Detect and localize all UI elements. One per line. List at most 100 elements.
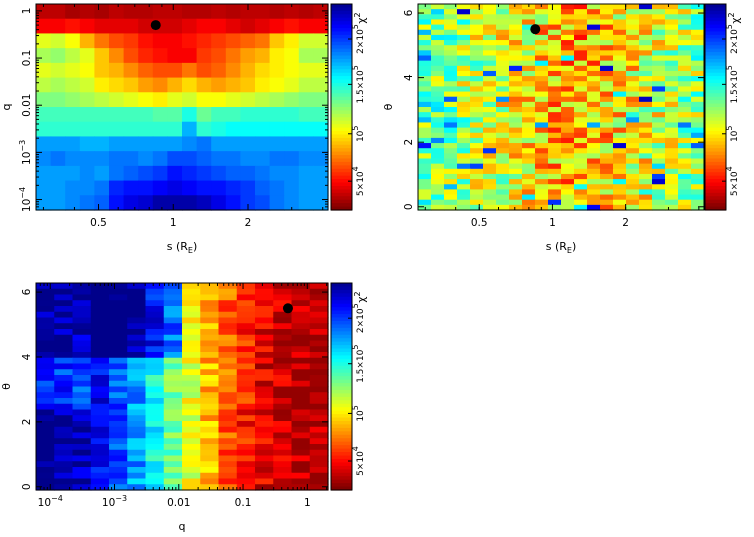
colorbar-segment <box>331 296 352 301</box>
heatmap-cell <box>626 50 640 57</box>
heatmap-cell <box>665 101 679 108</box>
heatmap-cell <box>152 92 168 108</box>
heatmap-cell <box>535 14 549 21</box>
heatmap-cell <box>145 294 165 301</box>
heatmap-cell <box>574 137 588 144</box>
heatmap-cell <box>273 306 293 313</box>
heatmap-cell <box>665 86 679 93</box>
heatmap-cell <box>535 122 549 129</box>
heatmap-cell <box>145 323 165 330</box>
heatmap-cell <box>548 24 562 31</box>
heatmap-cell <box>79 48 95 64</box>
heatmap-cell <box>200 472 220 480</box>
colorbar-label-exp: 5 <box>351 345 360 350</box>
heatmap-cell <box>200 323 220 330</box>
heatmap-cell <box>548 91 562 98</box>
colorbar-segment <box>331 448 352 453</box>
heatmap-cell <box>691 96 705 103</box>
heatmap-cell <box>639 194 653 201</box>
heatmap-cell <box>626 117 640 124</box>
heatmap-cell <box>109 484 128 491</box>
colorbar-label-exp: 5 <box>725 65 734 70</box>
heatmap-cell <box>522 101 536 108</box>
heatmap-cell <box>72 438 92 445</box>
colorbar-segment <box>705 62 726 67</box>
heatmap-cell <box>535 107 549 113</box>
heatmap-cell <box>152 77 168 93</box>
y-tick-label: 4 <box>21 353 33 360</box>
heatmap-cell <box>72 306 92 313</box>
colorbar-segment <box>705 82 726 87</box>
x-tick-label: 1 <box>170 217 177 229</box>
heatmap-cell <box>613 55 627 62</box>
heatmap-cell <box>418 122 432 129</box>
heatmap-cell <box>431 91 445 98</box>
heatmap-cell <box>587 86 601 93</box>
heatmap-cell <box>218 340 238 347</box>
heatmap-cell <box>626 29 640 36</box>
heatmap-cell <box>36 409 55 416</box>
heatmap-cell <box>79 136 95 152</box>
heatmap-cell <box>691 168 705 175</box>
heatmap-cell <box>182 136 198 152</box>
heatmap-cell <box>72 455 92 462</box>
heatmap-cell <box>444 50 458 57</box>
heatmap-cell <box>418 14 432 21</box>
heatmap-cell <box>90 329 110 336</box>
heatmap-cell <box>309 329 329 336</box>
heatmap-cell <box>54 340 74 347</box>
heatmap-cell <box>613 65 627 72</box>
heatmap-cell <box>470 117 484 124</box>
heatmap-cell <box>548 184 562 190</box>
heatmap-cell <box>36 369 55 376</box>
heatmap-cell <box>167 92 183 108</box>
colorbar-segment <box>331 303 352 308</box>
heatmap-cell <box>79 62 95 79</box>
heatmap-cell <box>613 60 627 67</box>
heatmap-cell <box>600 173 614 180</box>
heatmap-cell <box>678 204 692 211</box>
heatmap-cell <box>218 449 238 457</box>
heatmap-cell <box>200 283 220 290</box>
y-tick-label: 0.1 <box>21 50 33 67</box>
heatmap-cell <box>163 288 183 296</box>
heatmap-cell <box>509 204 523 211</box>
heatmap-cell <box>182 77 198 93</box>
heatmap-cell <box>54 311 74 319</box>
heatmap-cell <box>626 86 640 93</box>
heatmap-cell <box>652 19 666 26</box>
heatmap-cell <box>613 168 627 175</box>
heatmap-cell <box>50 33 66 49</box>
heatmap-cell <box>90 357 110 365</box>
heatmap-cell <box>665 173 679 180</box>
heatmap-cell <box>291 375 311 382</box>
heatmap-cell <box>483 122 497 129</box>
heatmap-cell <box>255 340 274 347</box>
y-tick-label: 10−3 <box>18 140 33 165</box>
colorbar-segment <box>705 31 726 36</box>
colorbar-segment <box>705 161 726 166</box>
heatmap-cell <box>90 392 110 399</box>
colorbar-segment <box>331 120 352 125</box>
x-axis-label-sub: E <box>567 246 572 255</box>
heatmap-cell <box>613 143 627 149</box>
heatmap-cell <box>431 14 445 21</box>
heatmap-cell <box>470 107 484 113</box>
heatmap-cell <box>182 392 201 399</box>
heatmap-cell <box>639 50 653 57</box>
heatmap-cell <box>613 45 627 51</box>
heatmap-cell <box>665 45 679 51</box>
y-tick-label-group: 0 <box>403 203 415 210</box>
heatmap-cell <box>652 204 666 211</box>
heatmap-cell <box>509 107 523 113</box>
colorbar-title-base: χ <box>356 297 368 303</box>
heatmap-cell <box>483 9 497 15</box>
heatmap-cell <box>127 375 147 382</box>
heatmap-cell <box>574 194 588 201</box>
heatmap-cell <box>163 426 183 434</box>
colorbar-label-base: 10 <box>356 410 366 422</box>
colorbar-segment <box>331 379 352 384</box>
colorbar-label-group: 2×105 <box>351 24 366 54</box>
heatmap-cell <box>587 117 601 124</box>
heatmap-cell <box>273 311 293 319</box>
